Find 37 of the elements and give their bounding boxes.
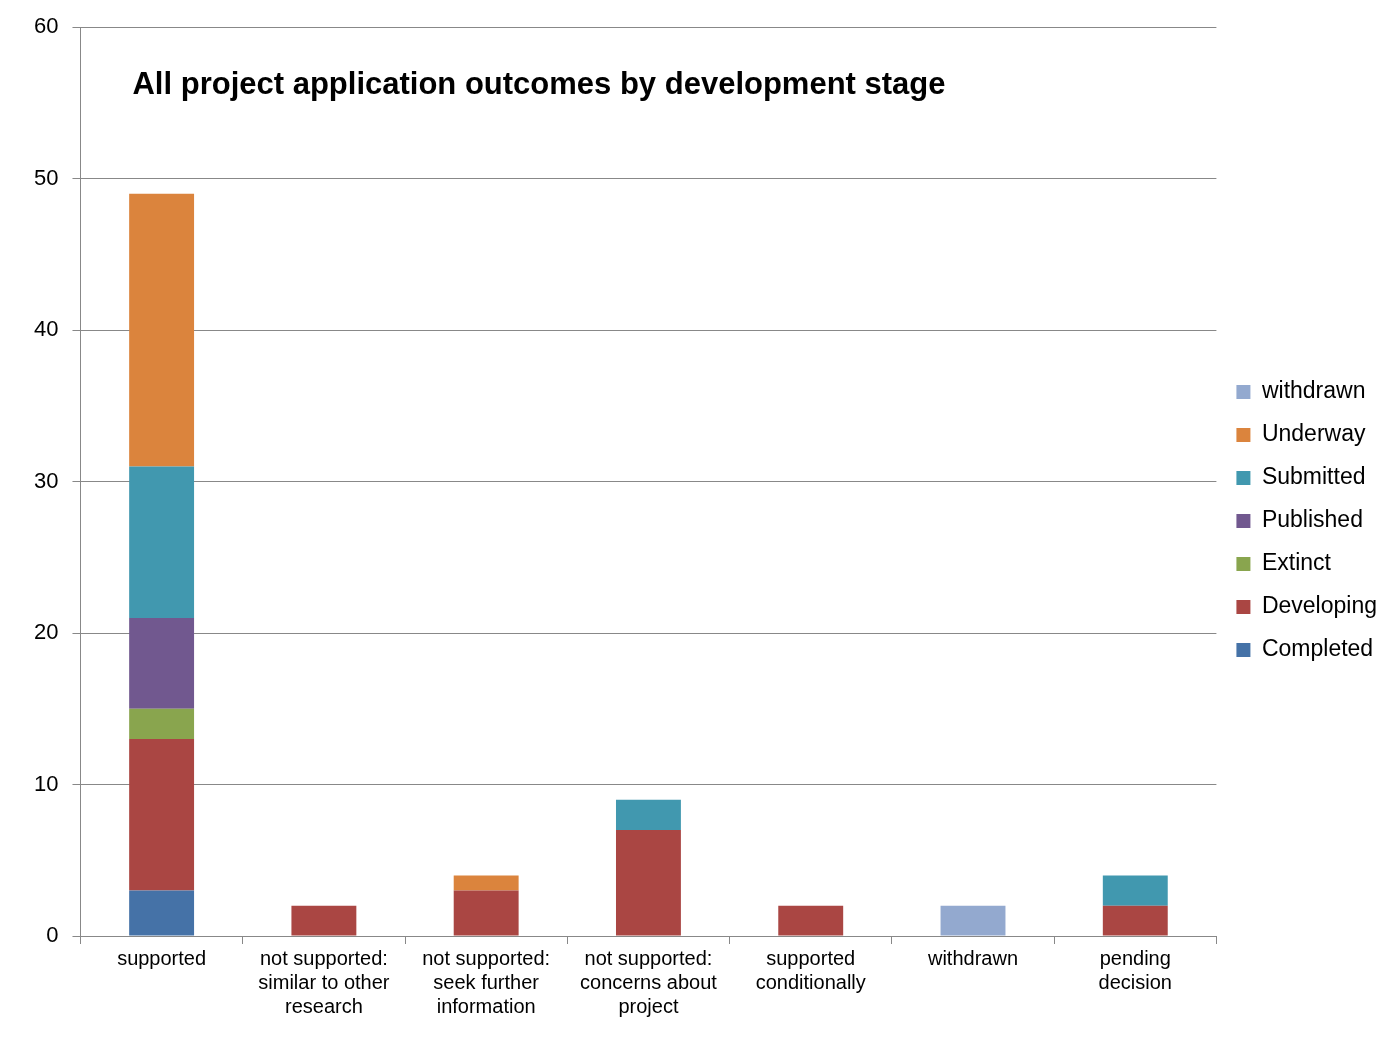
x-tick-label: supported	[117, 946, 207, 969]
bar	[1102, 905, 1168, 936]
bar	[291, 905, 357, 936]
legend-label: Extinct	[1261, 549, 1332, 576]
text: All project application outcomes by development stage	[132, 65, 946, 101]
y-tick-label: 10	[33, 770, 59, 796]
legend-label: Submitted	[1261, 463, 1366, 490]
y-tick-label: 30	[33, 467, 59, 493]
bar	[129, 708, 195, 740]
bar	[1102, 875, 1168, 906]
bar	[615, 829, 681, 936]
legend-label: Developing	[1261, 592, 1378, 619]
x-tick-label: pending decision	[1098, 946, 1172, 993]
y-tick-label: 0	[46, 922, 59, 948]
x-tick-label: not supported: concerns about project	[580, 946, 718, 1017]
bar	[129, 617, 195, 709]
x-tick-label: withdrawn	[926, 946, 1019, 969]
legend-label: Published	[1261, 506, 1363, 533]
y-tick-label: 50	[33, 164, 59, 190]
x-tick-label: supported conditionally	[755, 946, 866, 993]
y-tick-label: 60	[33, 13, 59, 39]
bar	[129, 466, 195, 618]
bar	[129, 193, 195, 467]
legend-label: Completed	[1261, 635, 1374, 662]
y-tick-label: 20	[33, 619, 59, 645]
bar	[453, 875, 519, 891]
legend-label: withdrawn	[1260, 377, 1366, 404]
legend-label: Underway	[1261, 420, 1366, 447]
y-tick-label: 40	[33, 316, 59, 342]
bar	[129, 890, 195, 936]
bar	[129, 739, 195, 891]
x-tick-label: not supported: seek further information	[422, 946, 551, 1017]
bar	[615, 799, 681, 830]
bar	[778, 905, 844, 936]
x-tick-label: not supported: similar to other research	[258, 946, 390, 1017]
bar	[940, 905, 1006, 936]
bar	[453, 890, 519, 936]
